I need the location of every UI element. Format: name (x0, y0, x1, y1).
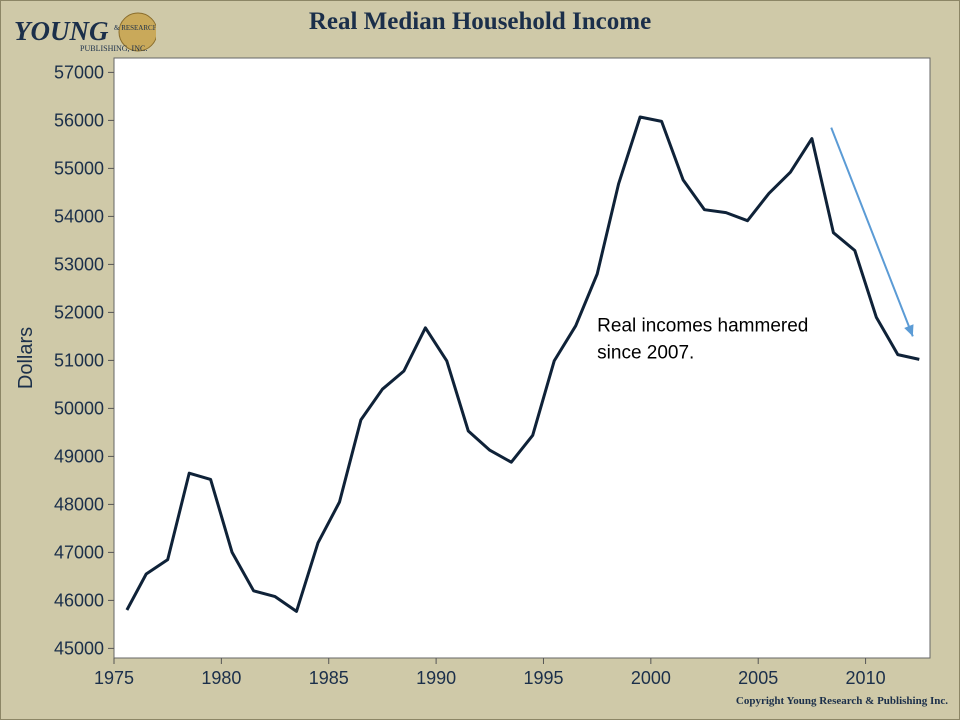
logo-sub-research: & RESEARCH (114, 24, 156, 32)
y-tick-label: 45000 (54, 638, 104, 658)
x-tick-label: 1995 (523, 668, 563, 688)
annotation-line: Real incomes hammered (597, 316, 808, 337)
logo-sub-publishing: PUBLISHING, INC. (80, 44, 147, 53)
y-tick-label: 54000 (54, 206, 104, 226)
y-tick-label: 46000 (54, 590, 104, 610)
x-tick-label: 1990 (416, 668, 456, 688)
y-tick-label: 49000 (54, 446, 104, 466)
logo-globe (118, 12, 156, 52)
trend-arrow (830, 127, 914, 337)
y-tick-label: 57000 (54, 62, 104, 82)
series-line-income (125, 115, 920, 613)
x-tick-label: 1975 (94, 668, 134, 688)
annotation: Real incomes hammered since 2007. (597, 316, 808, 364)
x-tick-label: 1985 (309, 668, 349, 688)
y-tick-label: 56000 (54, 110, 104, 130)
y-tick-label: 47000 (54, 542, 104, 562)
x-tick-label: 1980 (201, 668, 241, 688)
x-axis: 1975 1980 1985 1990 1995 2000 2005 2010 (94, 658, 886, 688)
x-tick-label: 2010 (846, 668, 886, 688)
y-tick-label: 51000 (54, 350, 104, 370)
y-tick-label: 55000 (54, 158, 104, 178)
chart-title: Real Median Household Income (308, 8, 652, 35)
arrow-shaft (830, 127, 914, 337)
plot-area (113, 57, 931, 659)
y-tick-label: 50000 (54, 398, 104, 418)
y-tick-label: 53000 (54, 254, 104, 274)
series-group (125, 115, 920, 613)
y-axis-label: Dollars (15, 327, 37, 389)
x-tick-label: 2000 (631, 668, 671, 688)
y-axis: 45000 46000 47000 48000 49000 50000 51000 52000… (54, 62, 114, 658)
young-research-logo: YOUNG & RESEARCH PUBLISHING, INC. (14, 12, 156, 53)
y-tick-label: 52000 (54, 302, 104, 322)
y-tick-label: 48000 (54, 494, 104, 514)
copyright-notice: Copyright Young Research & Publishing In… (735, 695, 948, 707)
x-tick-label: 2005 (738, 668, 778, 688)
annotation-line: since 2007. (597, 343, 694, 364)
logo-wordmark: YOUNG (14, 16, 109, 46)
arrow-head (904, 324, 914, 337)
